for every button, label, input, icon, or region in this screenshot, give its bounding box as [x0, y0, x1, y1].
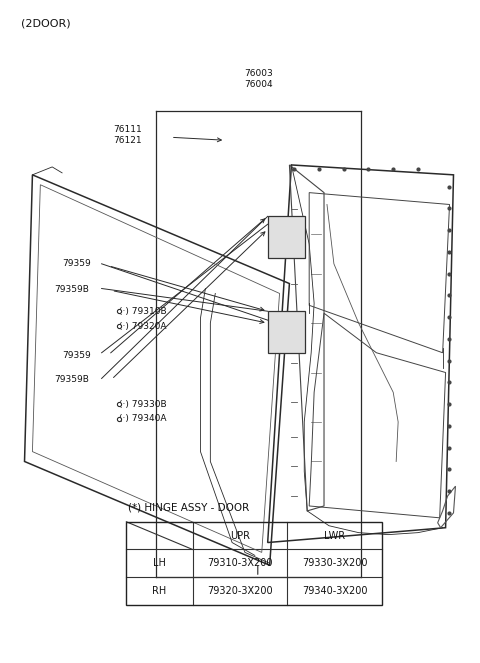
Text: 79310-3X200: 79310-3X200 — [207, 558, 273, 568]
Text: 79359: 79359 — [62, 351, 91, 360]
Text: 79330-3X200: 79330-3X200 — [302, 558, 368, 568]
Text: 79359: 79359 — [62, 259, 91, 269]
Text: 79340-3X200: 79340-3X200 — [302, 586, 368, 596]
Text: (*) HINGE ASSY - DOOR: (*) HINGE ASSY - DOOR — [128, 503, 250, 513]
Text: LH: LH — [153, 558, 166, 568]
Text: (·) 79310B: (·) 79310B — [120, 307, 167, 316]
Bar — [268, 216, 305, 258]
Text: 76111
76121: 76111 76121 — [113, 125, 142, 145]
Text: RH: RH — [152, 586, 167, 596]
Text: 79320-3X200: 79320-3X200 — [207, 586, 273, 596]
Bar — [126, 522, 383, 605]
Text: LWR: LWR — [324, 530, 346, 540]
Bar — [268, 311, 305, 353]
Text: 79359B: 79359B — [54, 285, 89, 294]
Text: (·) 79320A: (·) 79320A — [120, 322, 167, 331]
Text: 76003
76004: 76003 76004 — [244, 69, 273, 89]
Text: (·) 79340A: (·) 79340A — [120, 414, 167, 424]
Text: (·) 79330B: (·) 79330B — [120, 400, 167, 408]
Text: 79359B: 79359B — [54, 375, 89, 384]
Text: (2DOOR): (2DOOR) — [21, 19, 70, 29]
Text: UPR: UPR — [230, 530, 250, 540]
